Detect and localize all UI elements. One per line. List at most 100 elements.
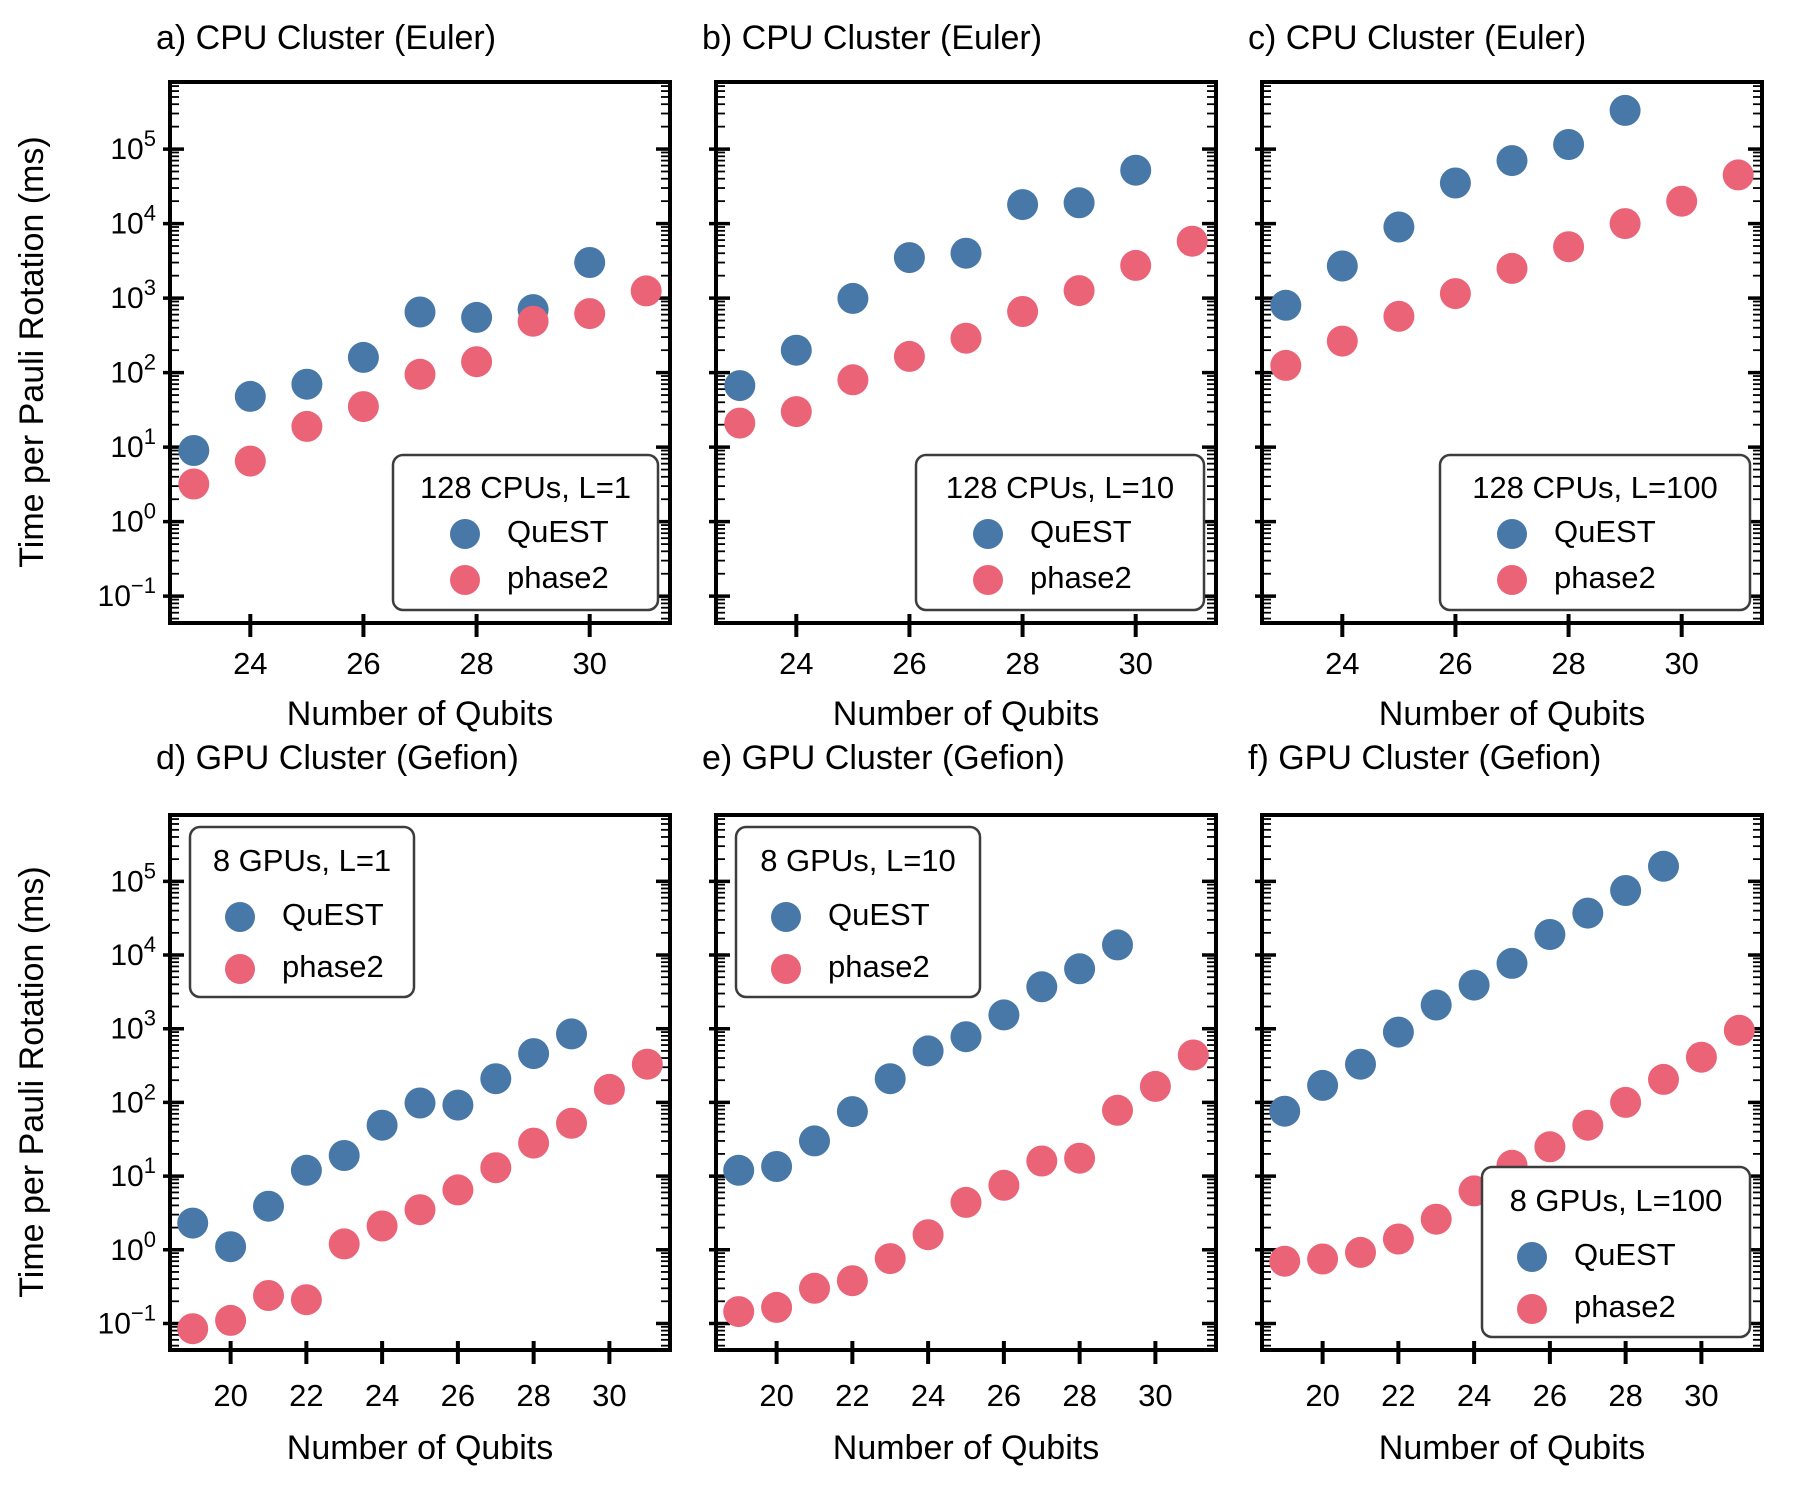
data-point-phase2 bbox=[556, 1107, 587, 1139]
series-phase2 bbox=[723, 1039, 1209, 1328]
data-point-phase2 bbox=[1177, 1039, 1209, 1071]
data-point-quest bbox=[1572, 897, 1604, 929]
series-phase2 bbox=[724, 225, 1208, 439]
data-point-quest bbox=[291, 368, 323, 400]
y-tick-label: 102 bbox=[110, 350, 156, 390]
x-tick-label: 24 bbox=[911, 1378, 945, 1413]
data-point-quest bbox=[1269, 1095, 1301, 1127]
y-tick-base: 10 bbox=[110, 506, 143, 539]
data-point-quest bbox=[480, 1063, 512, 1095]
data-point-quest bbox=[442, 1089, 474, 1121]
data-point-phase2 bbox=[442, 1174, 474, 1206]
data-point-quest bbox=[912, 1035, 944, 1067]
data-point-phase2 bbox=[1496, 252, 1528, 284]
data-point-phase2 bbox=[518, 1127, 550, 1159]
y-tick-base: 10 bbox=[98, 580, 131, 613]
legend-title: 8 GPUs, L=1 bbox=[213, 843, 391, 878]
data-point-quest bbox=[404, 296, 436, 328]
x-tick-label: 28 bbox=[459, 646, 493, 681]
x-tick-label: 28 bbox=[1005, 646, 1039, 681]
y-tick-label: 100 bbox=[110, 1227, 156, 1267]
legend-label: QuEST bbox=[1554, 514, 1656, 549]
data-point-phase2 bbox=[836, 1265, 868, 1297]
data-point-quest bbox=[290, 1154, 322, 1186]
y-tick-exponent: 5 bbox=[144, 126, 156, 151]
x-tick-label: 30 bbox=[1664, 646, 1698, 681]
panel-title: a) CPU Cluster (Euler) bbox=[156, 19, 496, 57]
y-tick-exponent: 4 bbox=[144, 201, 156, 226]
data-point-phase2 bbox=[950, 322, 982, 354]
data-point-quest bbox=[1610, 875, 1642, 906]
y-tick-exponent: 3 bbox=[144, 1006, 156, 1031]
y-tick-base: 10 bbox=[110, 1234, 143, 1267]
data-point-quest bbox=[724, 370, 756, 402]
data-point-phase2 bbox=[593, 1073, 625, 1105]
data-point-phase2 bbox=[1120, 249, 1152, 281]
series-quest bbox=[724, 154, 1152, 402]
data-point-phase2 bbox=[1722, 159, 1754, 191]
y-tick-base: 10 bbox=[110, 1086, 143, 1119]
data-point-phase2 bbox=[1102, 1094, 1133, 1126]
legend-marker-quest bbox=[225, 902, 255, 932]
y-tick-base: 10 bbox=[110, 1160, 143, 1193]
legend-marker-quest bbox=[1517, 1242, 1547, 1272]
data-point-quest bbox=[780, 334, 812, 366]
data-point-phase2 bbox=[799, 1272, 830, 1304]
legend-marker-phase2 bbox=[1517, 1294, 1547, 1324]
y-tick-base: 10 bbox=[110, 208, 143, 241]
data-point-quest bbox=[1534, 919, 1566, 950]
data-point-phase2 bbox=[893, 340, 925, 372]
data-point-phase2 bbox=[1534, 1131, 1566, 1163]
x-tick-label: 24 bbox=[1325, 646, 1359, 681]
legend-marker-phase2 bbox=[450, 565, 480, 595]
data-point-phase2 bbox=[253, 1280, 284, 1311]
data-point-phase2 bbox=[366, 1210, 398, 1242]
y-tick-exponent: 4 bbox=[144, 932, 156, 957]
axes-frame bbox=[714, 80, 1218, 625]
data-point-phase2 bbox=[1648, 1063, 1679, 1095]
y-tick-base: 10 bbox=[110, 282, 143, 315]
series-quest bbox=[177, 1018, 587, 1263]
legend-box bbox=[734, 825, 982, 999]
x-tick-label: 26 bbox=[346, 646, 380, 681]
legend-label: phase2 bbox=[828, 949, 930, 984]
x-tick-label: 28 bbox=[516, 1378, 550, 1413]
data-point-phase2 bbox=[1723, 1014, 1755, 1046]
data-point-quest bbox=[988, 999, 1020, 1031]
data-point-phase2 bbox=[837, 364, 869, 396]
data-point-quest bbox=[1420, 989, 1452, 1021]
y-tick-label: 10−1 bbox=[98, 573, 156, 613]
x-axis-label: Number of Qubits bbox=[1379, 1429, 1645, 1467]
axes-frame bbox=[168, 813, 672, 1352]
x-tick-label: 26 bbox=[441, 1378, 475, 1413]
x-axis-label: Number of Qubits bbox=[833, 695, 1099, 733]
data-point-phase2 bbox=[517, 305, 549, 337]
x-tick-label: 28 bbox=[1062, 1378, 1096, 1413]
data-point-quest bbox=[950, 237, 982, 269]
y-tick-base: 10 bbox=[110, 1013, 143, 1046]
y-tick-exponent: −1 bbox=[131, 1300, 156, 1325]
data-point-quest bbox=[178, 435, 210, 466]
x-axis-label: Number of Qubits bbox=[287, 1429, 553, 1467]
data-point-phase2 bbox=[404, 1194, 436, 1226]
legend: 128 CPUs, L=10 QuEST phase2 bbox=[914, 453, 1206, 612]
data-point-phase2 bbox=[215, 1304, 247, 1336]
data-point-quest bbox=[1064, 953, 1096, 985]
y-tick-base: 10 bbox=[110, 939, 143, 972]
legend-label: phase2 bbox=[1030, 560, 1132, 595]
legend-label: phase2 bbox=[1574, 1289, 1676, 1324]
legend-label: QuEST bbox=[1030, 514, 1132, 549]
data-point-phase2 bbox=[780, 396, 812, 428]
data-point-phase2 bbox=[328, 1228, 360, 1260]
x-tick-label: 22 bbox=[835, 1378, 869, 1413]
data-point-phase2 bbox=[988, 1169, 1020, 1201]
data-point-quest bbox=[518, 1038, 550, 1070]
y-tick-label: 102 bbox=[110, 1079, 156, 1119]
data-point-phase2 bbox=[1666, 185, 1698, 217]
data-point-phase2 bbox=[874, 1243, 906, 1275]
data-point-quest bbox=[1648, 850, 1679, 882]
y-tick-label: 101 bbox=[110, 1153, 156, 1193]
